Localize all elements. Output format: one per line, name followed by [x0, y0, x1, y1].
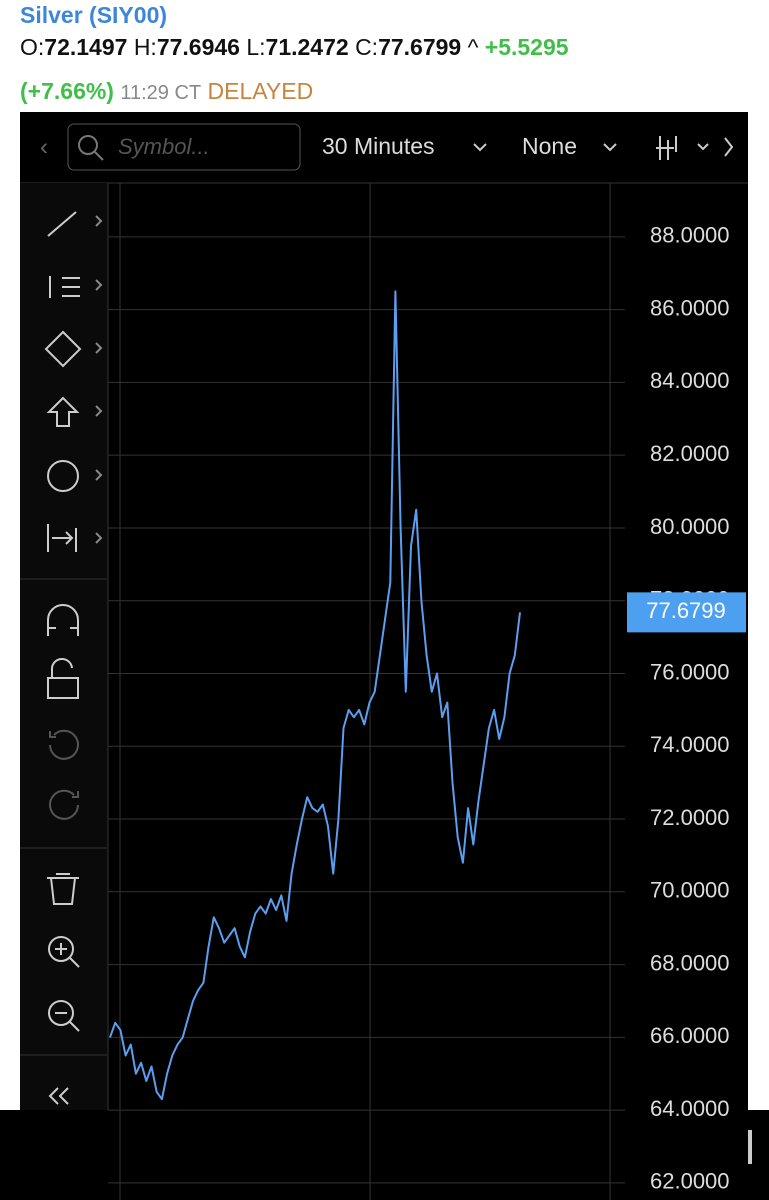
value: 77.6799	[378, 34, 462, 60]
symbol-title: Silver (SIY00)	[20, 2, 168, 28]
magnet-tool[interactable]	[47, 604, 79, 636]
quote-line: (+7.66%) 11:29 CT DELAYED	[20, 78, 313, 105]
search-icon	[78, 135, 98, 155]
label: H:	[133, 34, 157, 60]
bottom-bar	[0, 1110, 769, 1200]
y-tick-label: 80.0000	[650, 514, 730, 539]
arrow: ^	[467, 34, 479, 60]
scroll-right[interactable]	[697, 137, 734, 157]
lock-tool[interactable]	[47, 658, 79, 699]
y-tick-label: 84.0000	[650, 368, 730, 393]
number-tool[interactable]	[47, 460, 79, 492]
drawing-toolbar	[20, 183, 108, 1110]
study-select[interactable]: None	[522, 133, 577, 159]
interval-select[interactable]: 30 Minutes	[322, 133, 435, 159]
chevron	[603, 143, 617, 152]
chart-bg	[20, 112, 748, 1110]
y-tick-label: 74.0000	[650, 732, 730, 757]
measure-tool[interactable]	[47, 524, 77, 552]
change: +5.5295	[484, 34, 569, 60]
search-placeholder: Symbol...	[118, 134, 210, 159]
label: C:	[355, 34, 379, 60]
y-tick-label: 86.0000	[650, 295, 730, 320]
y-tick-label: 68.0000	[650, 950, 730, 975]
y-tick-label: 66.0000	[650, 1023, 730, 1048]
submenu-chevrons	[95, 215, 103, 544]
label: L:	[246, 34, 266, 60]
y-tick-label: 62.0000	[650, 1169, 730, 1194]
redo[interactable]	[49, 789, 79, 820]
chart-type-icon[interactable]	[656, 136, 677, 160]
arrow-tool[interactable]	[46, 396, 80, 427]
scroll-handle	[748, 1130, 752, 1164]
label: O:	[20, 34, 45, 60]
status: DELAYED	[207, 78, 314, 104]
last-price-tag	[627, 592, 746, 633]
search-icon	[94, 151, 104, 161]
collapse-toolbar[interactable]	[48, 1087, 69, 1105]
time: 11:29 CT	[120, 82, 202, 104]
price-line	[109, 290, 521, 1101]
value: 71.2472	[265, 34, 349, 60]
y-tick-label: 70.0000	[650, 878, 730, 903]
last-price-label: 77.6799	[646, 598, 726, 623]
zoom-out[interactable]	[48, 1000, 74, 1026]
zoom-in[interactable]	[55, 943, 80, 968]
zoom-in[interactable]	[48, 936, 74, 962]
zoom-out[interactable]	[55, 1012, 80, 1032]
undo[interactable]	[49, 729, 79, 760]
shape-tool[interactable]	[44, 330, 82, 368]
delete[interactable]	[47, 873, 79, 905]
trendline-tool[interactable]	[47, 211, 77, 237]
chevron	[473, 143, 487, 152]
quote-line: O:72.1497 H:77.6946 L:71.2472 C:77.6799 …	[20, 34, 569, 61]
y-tick-label: 72.0000	[650, 805, 730, 830]
change-percent: (+7.66%)	[20, 78, 114, 104]
y-tick-label: 82.0000	[650, 441, 730, 466]
y-tick-label: 88.0000	[650, 223, 730, 248]
y-tick-label: 76.0000	[650, 659, 730, 684]
value: 72.1497	[44, 34, 128, 60]
symbol-search[interactable]	[67, 123, 301, 171]
y-tick-label: 64.0000	[650, 1096, 730, 1121]
value: 77.6946	[156, 34, 240, 60]
scroll-left[interactable]: ‹	[40, 133, 48, 160]
fib-tool[interactable]	[49, 276, 80, 298]
